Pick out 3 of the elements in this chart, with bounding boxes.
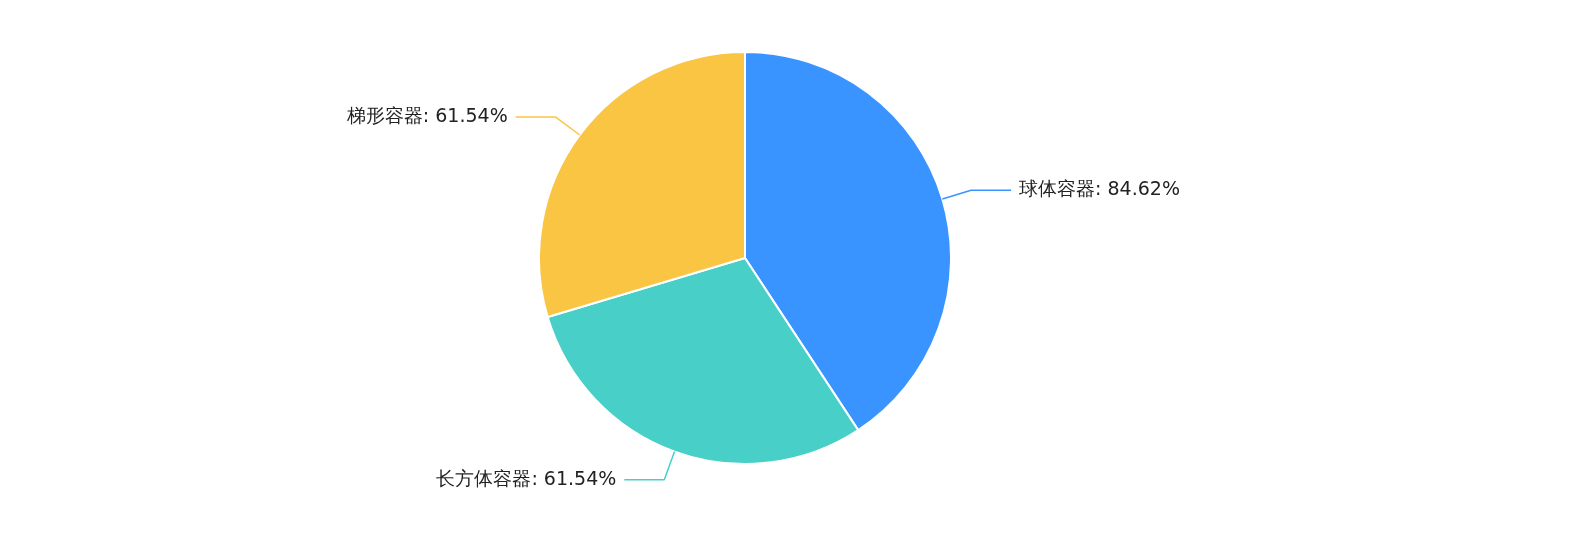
slice-label: 球体容器: 84.62%: [1019, 177, 1180, 200]
slice-label: 长方体容器: 61.54%: [436, 466, 617, 489]
slice-label: 梯形容器: 61.54%: [345, 104, 508, 127]
